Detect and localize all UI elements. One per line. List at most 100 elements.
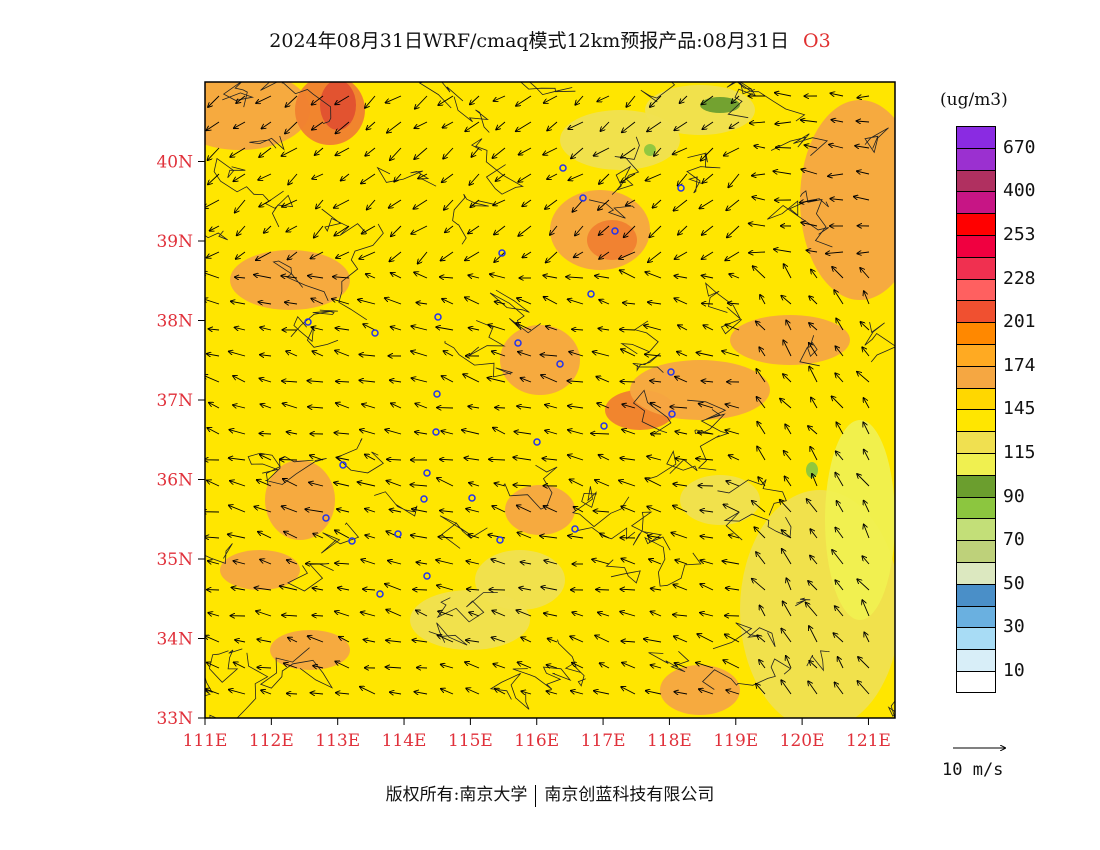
colorbar-swatch xyxy=(956,540,996,562)
wind-arrow xyxy=(651,612,662,617)
wind-arrow xyxy=(702,251,714,259)
wind-arrow xyxy=(834,290,844,305)
wind-arrow xyxy=(208,95,220,107)
wind-arrow xyxy=(438,635,454,643)
wind-arrow xyxy=(359,380,376,382)
wind-arrow xyxy=(205,375,220,383)
wind-arrow xyxy=(597,95,610,101)
wind-arrow xyxy=(598,612,610,617)
wind-arrow xyxy=(857,96,870,98)
colorbar-swatch xyxy=(956,409,996,432)
wind-arrow xyxy=(466,509,480,513)
wind-arrow xyxy=(390,380,402,382)
wind-arrow xyxy=(205,689,220,695)
wind-arrow xyxy=(260,455,272,461)
border-line xyxy=(444,340,513,378)
wind-arrow xyxy=(644,639,662,643)
wind-arrow xyxy=(700,536,714,538)
wind-arrow xyxy=(649,559,662,565)
station-marker xyxy=(394,530,402,538)
border-line xyxy=(222,82,255,108)
wind-arrow xyxy=(809,626,818,643)
wind-arrow xyxy=(595,635,610,643)
border-line xyxy=(213,157,269,201)
wind-arrow xyxy=(445,225,454,232)
wind-arrow xyxy=(257,667,272,668)
wind-arrow xyxy=(723,660,740,669)
wind-arrow xyxy=(832,396,844,409)
wind-arrow xyxy=(365,95,376,108)
wind-arrow xyxy=(337,458,350,461)
station-marker xyxy=(376,590,384,598)
wind-arrow xyxy=(442,173,454,182)
wind-arrow xyxy=(544,297,558,305)
lon-tick-label: 115E xyxy=(448,731,493,751)
wind-arrow xyxy=(336,328,350,330)
wind-arrow xyxy=(256,611,272,617)
wind-arrow xyxy=(366,274,376,279)
wind-arrow xyxy=(702,95,714,104)
station-marker xyxy=(339,461,347,469)
colorbar-swatch xyxy=(956,234,996,257)
lon-axis: 111E 112E 113E 114E 115E 116E 117E 118E 119E 120E… xyxy=(183,718,891,751)
wind-arrow xyxy=(801,169,818,175)
wind-arrow xyxy=(568,121,584,129)
wind-arrow xyxy=(254,507,272,513)
border-line xyxy=(321,208,367,236)
wind-arrow xyxy=(835,580,844,591)
colorbar-swatch xyxy=(956,670,996,693)
wind-arrow xyxy=(678,325,688,331)
colorbar-label: 90 xyxy=(1003,485,1025,507)
wind-arrow xyxy=(857,681,870,695)
wind-arrow xyxy=(785,476,792,487)
wind-arrow xyxy=(809,323,818,331)
wind-arrow xyxy=(674,276,688,278)
wind-arrow xyxy=(726,199,740,210)
station-marker xyxy=(496,536,504,544)
wind-arrow xyxy=(726,481,740,487)
wind-arrow xyxy=(722,351,740,357)
wind-arrow xyxy=(864,632,870,643)
patch xyxy=(320,82,356,130)
wind-arrow xyxy=(442,376,454,383)
wind-arrow xyxy=(234,121,246,128)
border-line xyxy=(864,322,895,363)
wind-arrow xyxy=(519,588,532,590)
wind-arrow xyxy=(522,251,532,258)
wind-arrow xyxy=(784,264,792,279)
wind-arrow xyxy=(835,682,844,695)
station-marker xyxy=(433,390,441,398)
wind-arrow xyxy=(314,225,324,238)
wind-arrow xyxy=(256,95,272,103)
wind-arrow xyxy=(235,327,246,330)
wind-arrow xyxy=(229,458,246,460)
wind-arrow xyxy=(312,95,324,105)
station-marker xyxy=(304,318,312,326)
colorbar-swatch xyxy=(956,213,996,235)
wind-arrow xyxy=(674,692,688,694)
copyright-left: 版权所有:南京大学 xyxy=(385,785,528,805)
wind-arrow xyxy=(308,636,324,643)
wind-arrow xyxy=(596,590,610,591)
colorbar-swatch xyxy=(956,649,996,671)
wind-arrow xyxy=(702,303,714,304)
wind-arrow xyxy=(337,509,350,512)
wind-arrow xyxy=(414,121,428,128)
wind-arrow xyxy=(862,600,870,617)
wind-arrow xyxy=(264,225,272,233)
wind-arrow xyxy=(492,611,506,617)
station-marker xyxy=(579,194,587,202)
wind-arrow xyxy=(833,633,844,643)
wind-arrow xyxy=(599,251,610,259)
wind-arrow xyxy=(830,199,844,200)
wind-arrow xyxy=(341,173,350,181)
lon-tick-label: 113E xyxy=(315,731,360,751)
wind-arrow xyxy=(572,199,584,212)
wind-arrow xyxy=(365,147,376,156)
patch xyxy=(644,144,656,156)
border-line xyxy=(259,647,334,689)
reference-vector xyxy=(953,740,1010,756)
colorbar-swatch xyxy=(956,365,996,388)
wind-arrow xyxy=(700,510,714,512)
colorbar-label: 201 xyxy=(1003,311,1036,333)
